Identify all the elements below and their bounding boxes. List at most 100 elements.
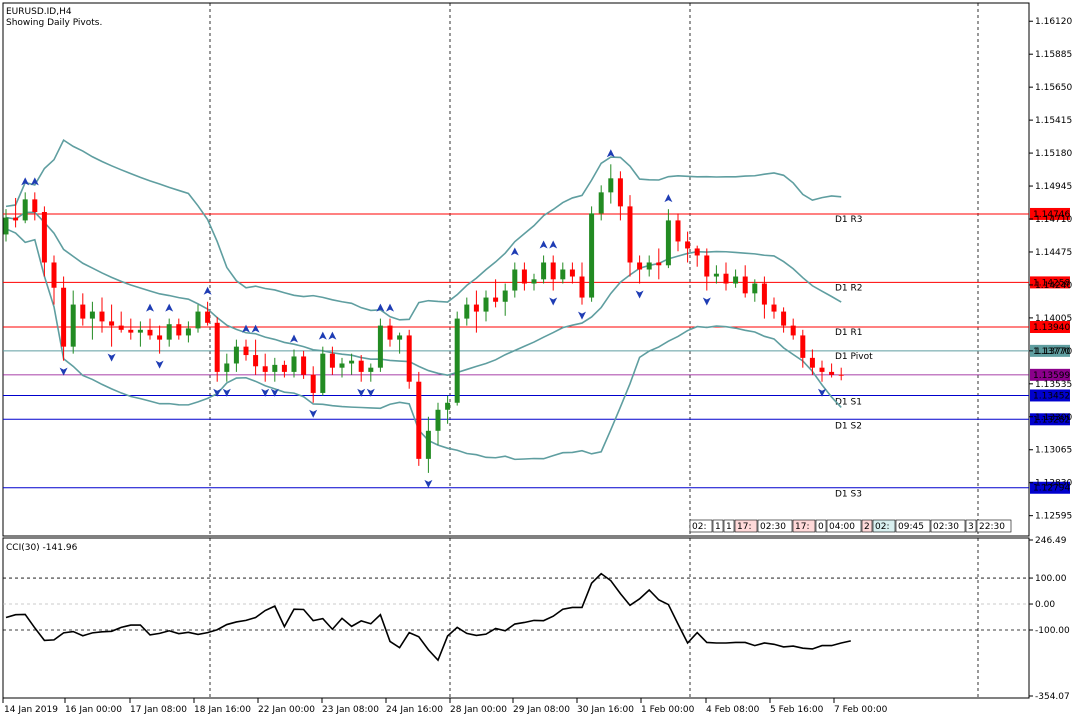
candle-body xyxy=(416,381,422,459)
fractal-up-arrow xyxy=(203,286,212,295)
session-box-label: 09:45 xyxy=(898,522,924,532)
fractal-down-arrow xyxy=(549,297,558,306)
candle-body xyxy=(406,335,412,382)
fractal-arrows xyxy=(21,149,826,488)
price-tick-label: 1.14240 xyxy=(1035,281,1072,291)
pivot-price-tag xyxy=(1030,344,1070,357)
candle-body xyxy=(838,374,844,376)
candle-body xyxy=(550,262,556,280)
bollinger-bands xyxy=(5,138,842,461)
pivot-price-tag xyxy=(1030,321,1070,334)
pivot-line-label: D1 R2 xyxy=(835,283,863,293)
fractal-up-arrow xyxy=(549,240,558,249)
time-tick-label: 28 Jan 00:00 xyxy=(450,705,507,715)
session-box-label: 22:30 xyxy=(979,522,1005,532)
time-tick-label: 24 Jan 16:00 xyxy=(386,705,443,715)
session-box-label: 17: xyxy=(737,522,751,532)
pivot-line-label: D1 S2 xyxy=(835,421,862,431)
candle-body xyxy=(435,409,441,431)
fractal-down-arrow xyxy=(635,290,644,299)
candle-body xyxy=(301,356,307,375)
session-box-label: 02: xyxy=(692,522,706,532)
candle-body xyxy=(310,374,316,393)
candle-body xyxy=(32,199,38,212)
candle-body xyxy=(713,273,719,277)
fractal-up-arrow xyxy=(539,240,548,249)
candle-body xyxy=(41,211,47,263)
session-box xyxy=(792,519,816,533)
cci-tick-label: 0.00 xyxy=(1035,600,1055,610)
fractal-up-arrow xyxy=(510,247,519,256)
time-tick-label: 23 Jan 08:00 xyxy=(322,705,379,715)
candle-body xyxy=(89,311,95,319)
pivot-line-label: D1 S3 xyxy=(835,490,862,500)
candle-body xyxy=(723,273,729,284)
candle-body xyxy=(272,364,278,372)
session-box xyxy=(734,519,758,533)
session-box-label: 2 xyxy=(864,522,870,532)
fractal-down-arrow xyxy=(309,409,318,418)
candle-body xyxy=(262,366,268,372)
band-line xyxy=(5,228,842,461)
candle-body xyxy=(800,335,806,358)
candle-body xyxy=(646,262,652,270)
price-tick-label: 1.15885 xyxy=(1035,50,1072,60)
cci-tick-label: 100.00 xyxy=(1035,574,1067,584)
time-tick-label: 14 Jan 2019 xyxy=(4,705,58,715)
candle-body xyxy=(61,287,67,347)
session-box xyxy=(689,519,713,533)
candle-body xyxy=(608,178,614,193)
time-tick-label: 1 Feb 00:00 xyxy=(641,705,695,715)
band-line xyxy=(5,138,842,321)
candle-body xyxy=(358,360,364,372)
time-tick-label: 30 Jan 16:00 xyxy=(577,705,634,715)
price-tick-label: 1.15415 xyxy=(1035,116,1072,126)
current-price-tag xyxy=(1030,368,1070,381)
session-box-label: 17: xyxy=(795,522,809,532)
price-tick-label: 1.14005 xyxy=(1035,314,1072,324)
candle-body xyxy=(387,325,393,340)
fractal-up-arrow xyxy=(328,331,337,340)
candle-body xyxy=(137,329,143,333)
fractal-down-arrow xyxy=(818,388,826,397)
symbol-title: EURUSD.ID,H4 xyxy=(6,7,72,17)
price-tick-label: 1.13535 xyxy=(1035,380,1072,390)
price-axis: 1.16120 1.15885 1.15650 1.15415 1.15180 1.149… xyxy=(1029,17,1072,522)
candle-body xyxy=(675,220,681,242)
fractal-up-arrow xyxy=(30,177,39,186)
cci-label: CCI(30) -141.96 xyxy=(6,543,78,553)
candle-body xyxy=(205,311,211,323)
candle-body xyxy=(51,262,57,288)
candle-body xyxy=(13,217,19,221)
candle-body xyxy=(454,318,460,403)
pivot-price-value: 1.12794 xyxy=(1033,484,1070,494)
fractal-down-arrow xyxy=(357,388,366,397)
fractal-down-arrow xyxy=(213,388,222,397)
fractal-down-arrow xyxy=(155,360,164,369)
fractal-up-arrow xyxy=(21,177,30,186)
candle-body xyxy=(790,325,796,336)
session-box-label: 1 xyxy=(715,522,721,532)
price-tick-label: 1.15650 xyxy=(1035,83,1072,93)
price-tick-label: 1.13065 xyxy=(1035,446,1072,456)
candle-body xyxy=(147,329,153,336)
candle-body xyxy=(464,304,470,319)
candle-body xyxy=(541,262,547,280)
price-tick-label: 1.13770 xyxy=(1035,347,1072,357)
candle-body xyxy=(445,402,451,410)
cci-tick-label: -100.00 xyxy=(1035,626,1070,636)
session-box-label: 3 xyxy=(968,522,974,532)
candle-body xyxy=(483,297,489,312)
candle-body xyxy=(781,311,787,326)
candle-body xyxy=(598,192,604,214)
cci-line xyxy=(5,572,851,662)
candle-body xyxy=(531,279,537,284)
fractal-up-arrow xyxy=(318,331,327,340)
candle-body xyxy=(656,262,662,266)
price-tick-label: 1.14710 xyxy=(1035,215,1072,225)
pivot-price-tag xyxy=(1030,207,1070,220)
price-tick-label: 1.12595 xyxy=(1035,512,1072,522)
price-tick-label: 1.16120 xyxy=(1035,17,1072,27)
fractal-up-arrow xyxy=(386,303,394,312)
